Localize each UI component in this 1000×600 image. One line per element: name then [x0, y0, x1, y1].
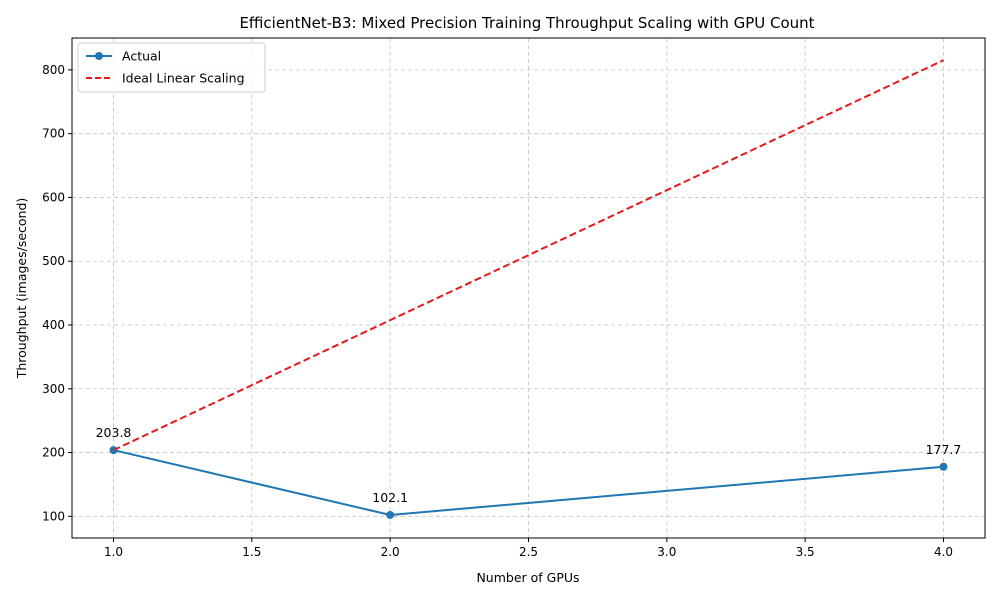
data-label: 177.7	[926, 442, 962, 457]
x-tick-label: 3.0	[657, 545, 676, 559]
x-tick-label: 2.5	[519, 545, 538, 559]
data-point	[386, 510, 395, 519]
legend-box	[77, 42, 266, 93]
legend-marker-actual	[95, 52, 103, 60]
y-tick-label: 100	[42, 509, 65, 523]
plot-frame	[71, 37, 986, 539]
x-axis-ticks: 1.0 1.5 2.0 2.5 3.0 3.5 4.0	[104, 538, 953, 559]
x-tick-label: 3.5	[796, 545, 815, 559]
chart-title: EfficientNet-B3: Mixed Precision Trainin…	[239, 14, 814, 32]
y-tick-label: 300	[42, 382, 65, 396]
x-axis-label: Number of GPUs	[476, 570, 579, 585]
data-point	[939, 462, 948, 471]
y-tick-label: 200	[42, 446, 65, 460]
series-layer	[109, 59, 948, 519]
grid	[72, 38, 985, 538]
legend: Actual Ideal Linear Scaling	[77, 42, 266, 93]
x-tick-label: 1.5	[242, 545, 261, 559]
y-tick-label: 700	[42, 127, 65, 141]
y-tick-label: 600	[42, 190, 65, 204]
data-label: 102.1	[372, 490, 408, 505]
y-tick-label: 400	[42, 318, 65, 332]
data-label: 203.8	[96, 425, 132, 440]
data-labels: 203.8 102.1 177.7	[96, 425, 962, 505]
x-tick-label: 1.0	[104, 545, 123, 559]
y-tick-label: 500	[42, 254, 65, 268]
x-tick-label: 2.0	[381, 545, 400, 559]
x-tick-label: 4.0	[934, 545, 953, 559]
y-axis-ticks: 100 200 300 400 500 600 700 800	[42, 63, 72, 523]
y-axis-label: Throughput (images/second)	[14, 198, 29, 380]
y-tick-label: 800	[42, 63, 65, 77]
legend-label-actual: Actual	[122, 49, 161, 64]
legend-label-ideal: Ideal Linear Scaling	[122, 71, 245, 86]
series-line-ideal	[113, 59, 944, 452]
